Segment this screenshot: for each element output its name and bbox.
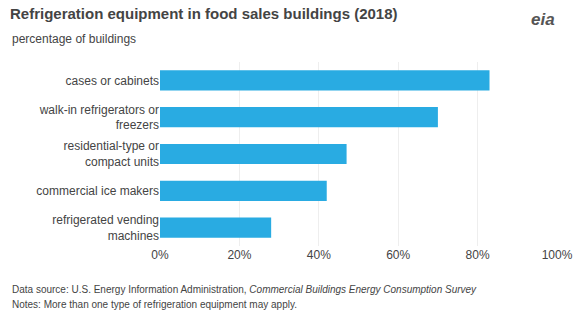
svg-text:80%: 80% <box>466 248 490 262</box>
svg-text:commercial ice makers: commercial ice makers <box>36 184 159 198</box>
svg-text:eia: eia <box>531 10 555 29</box>
svg-text:Notes: More than one type of r: Notes: More than one type of refrigerati… <box>12 299 297 310</box>
svg-text:percentage of buildings: percentage of buildings <box>12 32 136 46</box>
svg-text:cases or cabinets: cases or cabinets <box>66 74 159 88</box>
svg-text:40%: 40% <box>307 248 331 262</box>
svg-text:walk-in refrigerators orfreeze: walk-in refrigerators orfreezers <box>39 103 159 133</box>
svg-text:Data source: U.S. Energy Infor: Data source: U.S. Energy Information Adm… <box>12 284 477 295</box>
svg-text:60%: 60% <box>386 248 410 262</box>
svg-text:20%: 20% <box>227 248 251 262</box>
svg-text:residential-type orcompact uni: residential-type orcompact units <box>64 139 159 169</box>
svg-text:100%: 100% <box>542 248 573 262</box>
svg-text:refrigerated vendingmachines: refrigerated vendingmachines <box>52 213 159 243</box>
svg-text:0%: 0% <box>151 248 169 262</box>
svg-text:Refrigeration equipment in foo: Refrigeration equipment in food sales bu… <box>10 5 398 22</box>
